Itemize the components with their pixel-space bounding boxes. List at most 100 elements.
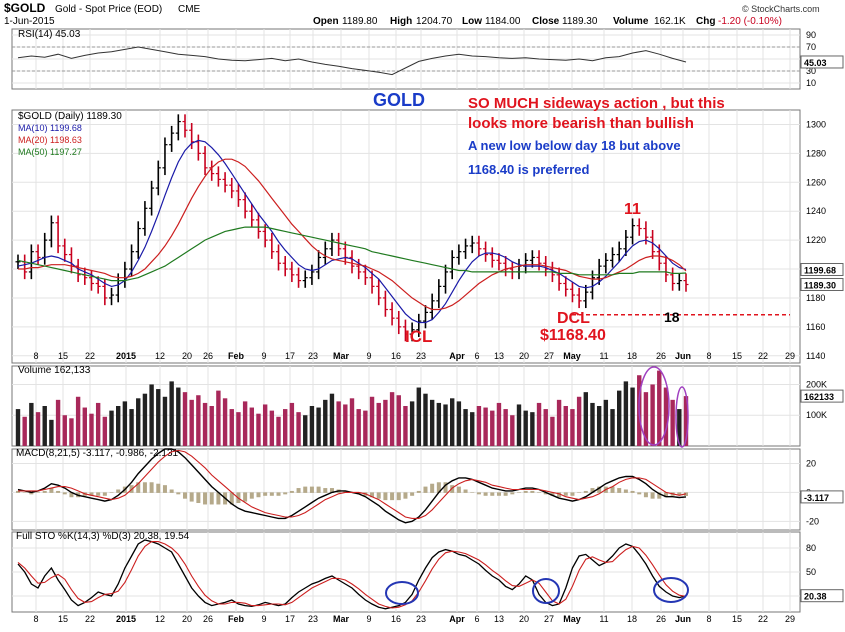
x-tick-label: May bbox=[563, 351, 581, 361]
x-tick-label: 20 bbox=[182, 351, 192, 361]
macd-histogram-bar bbox=[36, 492, 41, 493]
price-current-close: 1189.30 bbox=[804, 280, 836, 290]
macd-histogram-bar bbox=[196, 492, 201, 504]
volume-bar bbox=[510, 415, 515, 446]
sto-tick-label: 80 bbox=[806, 543, 816, 553]
volume-current: 162133 bbox=[804, 392, 834, 402]
x-tick-label: 17 bbox=[285, 614, 295, 624]
volume-bar bbox=[62, 415, 67, 446]
volume-bar bbox=[116, 406, 121, 446]
macd-histogram-bar bbox=[470, 492, 475, 493]
macd-histogram-bar bbox=[537, 492, 542, 493]
x-tick-label: 2015 bbox=[116, 614, 136, 624]
x-tick-label: 22 bbox=[758, 351, 768, 361]
legend-ma20: MA(20) 1198.63 bbox=[18, 135, 82, 145]
macd-histogram-bar bbox=[650, 492, 655, 499]
volume-bar bbox=[356, 409, 361, 446]
annotation-sub-1: A new low below day 18 but above bbox=[468, 138, 681, 153]
volume-bar bbox=[450, 398, 455, 446]
macd-histogram-bar bbox=[403, 492, 408, 499]
volume-bar bbox=[436, 402, 442, 446]
volume-bar bbox=[162, 396, 168, 446]
x-tick-label: 26 bbox=[203, 351, 213, 361]
price-tick-label: 1300 bbox=[806, 119, 826, 129]
macd-histogram-bar bbox=[530, 490, 535, 493]
macd-histogram-bar bbox=[490, 492, 495, 496]
macd-histogram-bar bbox=[677, 492, 682, 496]
volume-bar bbox=[89, 413, 94, 446]
volume-bar bbox=[303, 415, 308, 446]
header-volume: 162.1K bbox=[654, 16, 686, 27]
panel-frame-price bbox=[11, 109, 801, 364]
volume-current-box bbox=[800, 389, 844, 403]
macd-histogram-bar bbox=[523, 490, 528, 493]
macd-histogram-bar bbox=[249, 492, 254, 499]
volume-bar bbox=[563, 406, 568, 446]
x-tick-label: May bbox=[563, 614, 581, 624]
annotation-sub-2: 1168.40 is preferred bbox=[468, 162, 589, 177]
macd-histogram-bar bbox=[496, 492, 501, 496]
header-chg: -1.20 (-0.10%) bbox=[718, 16, 782, 27]
ma-line-0 bbox=[17, 139, 687, 324]
volume-bar bbox=[329, 393, 335, 446]
price-tick-label: 1160 bbox=[806, 322, 825, 332]
x-tick-label: 22 bbox=[85, 614, 95, 624]
macd-histogram-bar bbox=[557, 492, 562, 498]
chart-marks: 881515222220152015121220202626FebFeb9917… bbox=[12, 30, 844, 624]
x-tick-label: 13 bbox=[494, 351, 504, 361]
x-tick-label: 13 bbox=[494, 614, 504, 624]
macd-histogram-bar bbox=[637, 492, 642, 495]
price-current-ma: 1199.68 bbox=[804, 265, 836, 275]
x-tick-label: Apr bbox=[449, 614, 465, 624]
price-tick-label: 1180 bbox=[806, 293, 825, 303]
macd-histogram-bar bbox=[443, 482, 448, 493]
x-tick-label: 15 bbox=[58, 614, 68, 624]
macd-histogram-bar bbox=[329, 488, 334, 493]
x-tick-label: 2015 bbox=[116, 351, 136, 361]
volume-bar bbox=[583, 392, 588, 446]
volume-bar bbox=[683, 396, 689, 446]
macd-histogram-bar bbox=[316, 486, 321, 493]
volume-bar bbox=[289, 402, 295, 446]
x-tick-label: 12 bbox=[155, 351, 165, 361]
annotation-gold: GOLD bbox=[373, 90, 425, 110]
price-legend: MA(10) 1199.68 MA(20) 1198.63 MA(50) 119… bbox=[18, 123, 82, 157]
price-title: $GOLD (Daily) 1189.30 bbox=[18, 111, 122, 122]
volume-bar bbox=[176, 387, 181, 446]
macd-histogram-bar bbox=[109, 492, 114, 493]
macd-histogram-bar bbox=[323, 488, 328, 493]
macd-histogram-bar bbox=[162, 485, 167, 493]
legend-ma50: MA(50) 1197.27 bbox=[18, 147, 82, 157]
macd-histogram-bar bbox=[643, 492, 648, 498]
macd-histogram-bar bbox=[283, 492, 288, 495]
sto-k-line bbox=[17, 539, 687, 610]
x-tick-label: 20 bbox=[519, 614, 529, 624]
header-low: 1184.00 bbox=[485, 16, 521, 27]
macd-histogram-bar bbox=[583, 490, 588, 493]
macd-histogram-bar bbox=[56, 490, 61, 493]
macd-histogram-bar bbox=[276, 492, 281, 496]
macd-histogram-bar bbox=[436, 482, 441, 493]
volume-bar bbox=[643, 392, 649, 446]
annotation-11: 11 bbox=[624, 201, 641, 218]
x-tick-label: 6 bbox=[474, 614, 479, 624]
sto-tick-label: 50 bbox=[806, 567, 816, 577]
x-tick-label: 15 bbox=[732, 351, 742, 361]
macd-histogram-bar bbox=[22, 492, 27, 493]
volume-bar bbox=[156, 389, 161, 446]
x-tick-label: Jun bbox=[675, 614, 691, 624]
volume-bar bbox=[222, 398, 228, 446]
sto-circle-1 bbox=[385, 581, 419, 605]
macd-histogram-bar bbox=[543, 492, 548, 495]
volume-bar bbox=[663, 387, 669, 446]
volume-bar bbox=[55, 399, 61, 446]
volume-bar bbox=[49, 419, 54, 446]
macd-histogram-bar bbox=[570, 492, 575, 496]
macd-histogram-bar bbox=[176, 492, 181, 495]
sto-d-line bbox=[17, 541, 687, 609]
macd-histogram-bar bbox=[96, 492, 101, 496]
volume-bar bbox=[556, 399, 562, 446]
volume-bar bbox=[316, 407, 321, 446]
volume-bar bbox=[596, 406, 602, 446]
macd-histogram-bar bbox=[550, 492, 555, 496]
